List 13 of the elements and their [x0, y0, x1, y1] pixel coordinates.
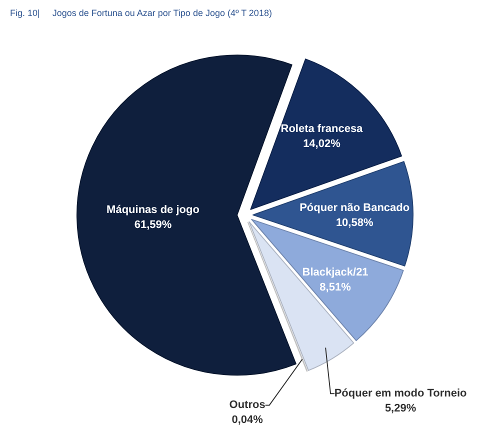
chart-title: Fig. 10| Jogos de Fortuna ou Azar por Tipo de Jogo (4º T 2018)	[10, 8, 272, 18]
slice-label: Póquer em modo Torneio	[334, 388, 468, 400]
slice-label: Póquer não Bancado	[300, 202, 410, 214]
slice-label: Outros	[229, 399, 266, 412]
slice-label: Máquinas de jogo	[106, 204, 200, 216]
data-label: 0,04%	[232, 414, 264, 426]
data-label: 61,59%	[134, 219, 172, 232]
slice-label: Blackjack/21	[302, 266, 368, 278]
data-label: 14,02%	[303, 138, 341, 150]
data-label: 10,58%	[336, 217, 374, 230]
slice-label: Roleta francesa	[280, 123, 364, 136]
data-label: 8,51%	[320, 281, 352, 294]
data-label: 5,29%	[384, 402, 416, 415]
